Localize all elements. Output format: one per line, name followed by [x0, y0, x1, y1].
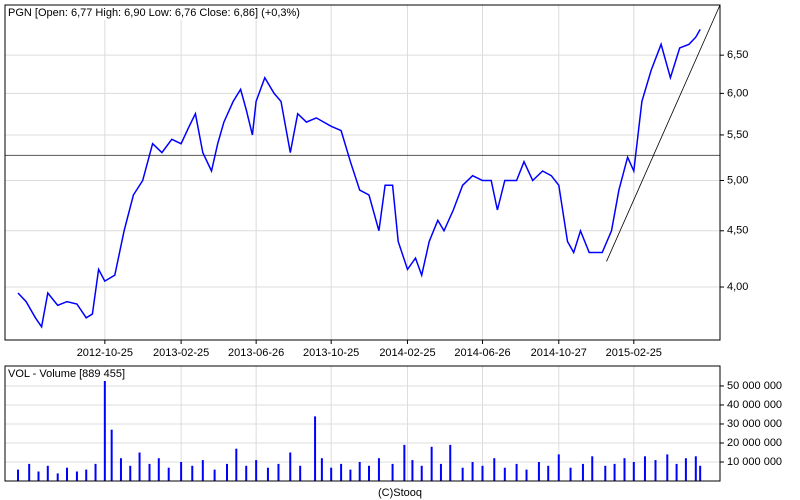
y-tick-label: 5,50	[727, 129, 748, 141]
x-tick-label: 2015-02-25	[606, 347, 662, 359]
chart-title: PGN [Open: 6,77 High: 6,90 Low: 6,76 Clo…	[8, 7, 300, 19]
trend-line	[606, 4, 721, 262]
title-bg	[6, 367, 136, 381]
x-tick-label: 2014-06-26	[454, 347, 510, 359]
y-tick-label: 6,50	[727, 49, 748, 61]
y-tick-label: 50 000 000	[727, 380, 782, 392]
plot-area	[4, 4, 721, 341]
y-tick-label: 4,50	[727, 225, 748, 237]
x-tick-label: 2013-02-25	[153, 347, 209, 359]
x-tick-label: 2014-10-27	[531, 347, 587, 359]
price-line	[17, 29, 701, 329]
y-tick-label: 40 000 000	[727, 399, 782, 411]
y-tick-label: 10 000 000	[727, 456, 782, 468]
x-tick-label: 2012-10-25	[77, 347, 133, 359]
footer: (C)Stooq	[378, 487, 422, 499]
y-tick-label: 6,00	[727, 87, 748, 99]
title-bg	[6, 6, 306, 20]
y-tick-label: 4,00	[727, 281, 748, 293]
y-tick-label: 5,00	[727, 174, 748, 186]
x-tick-label: 2014-02-25	[379, 347, 435, 359]
y-tick-label: 20 000 000	[727, 437, 782, 449]
chart-title: VOL - Volume [889 455]	[8, 368, 125, 380]
plot-border	[4, 365, 721, 482]
x-tick-label: 2013-06-26	[228, 347, 284, 359]
plot-border	[4, 4, 721, 341]
x-tick-label: 2013-10-25	[303, 347, 359, 359]
y-tick-label: 30 000 000	[727, 418, 782, 430]
